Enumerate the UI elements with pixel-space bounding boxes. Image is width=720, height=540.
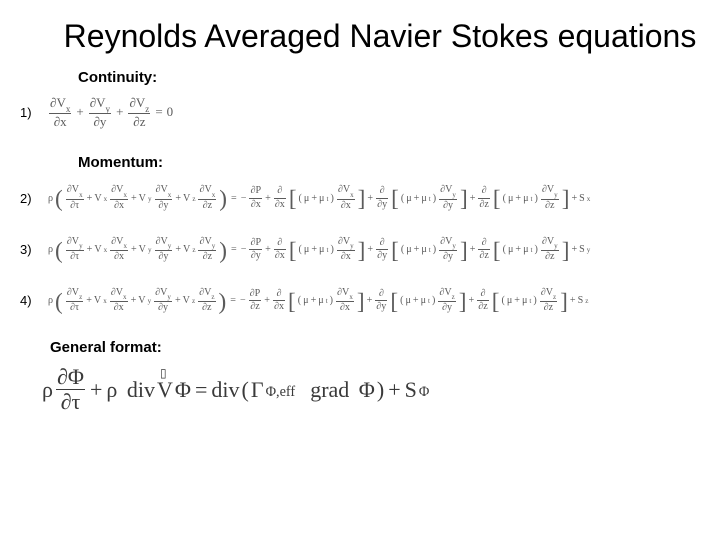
label-momentum: Momentum: xyxy=(78,154,700,171)
eq-number-1: 1) xyxy=(20,105,48,120)
equation-momentum-z: ρ( ∂Vz∂τ +Vx ∂Vx∂x +Vy ∂Vy∂y +Vz ∂Vz∂z )… xyxy=(48,288,588,313)
equation-row-3: 3) ρ( ∂Vy∂τ +Vx ∂Vx∂x +Vy ∂Vy∂y +Vz ∂Vy∂… xyxy=(20,237,700,262)
equation-general: ρ ∂Φ∂τ + ρ div ▯VΦ = div(ΓΦ,eff grad Φ)+… xyxy=(42,366,429,413)
eq-number-2: 2) xyxy=(20,191,48,206)
equation-row-general: ρ ∂Φ∂τ + ρ div ▯VΦ = div(ΓΦ,eff grad Φ)+… xyxy=(42,366,700,413)
label-continuity: Continuity: xyxy=(78,69,700,86)
equation-row-2: 2) ρ( ∂Vx∂τ +Vx ∂Vx∂x +Vy ∂Vx∂y +Vz ∂Vx∂… xyxy=(20,185,700,210)
equation-row-4: 4) ρ( ∂Vz∂τ +Vx ∂Vx∂x +Vy ∂Vy∂y +Vz ∂Vz∂… xyxy=(20,288,700,313)
slide: Reynolds Averaged Navier Stokes equation… xyxy=(0,0,720,540)
equation-continuity: ∂Vx∂x + ∂Vy∂y + ∂Vz∂z = 0 xyxy=(48,96,173,129)
equation-row-1: 1) ∂Vx∂x + ∂Vy∂y + ∂Vz∂z = 0 xyxy=(20,96,700,129)
equation-momentum-x: ρ( ∂Vx∂τ +Vx ∂Vx∂x +Vy ∂Vx∂y +Vz ∂Vx∂z )… xyxy=(48,185,590,210)
label-general: General format: xyxy=(50,339,700,356)
equation-momentum-y: ρ( ∂Vy∂τ +Vx ∂Vx∂x +Vy ∂Vy∂y +Vz ∂Vy∂z )… xyxy=(48,237,590,262)
eq-number-4: 4) xyxy=(20,293,48,308)
eq-number-3: 3) xyxy=(20,242,48,257)
slide-title: Reynolds Averaged Navier Stokes equation… xyxy=(60,18,700,55)
